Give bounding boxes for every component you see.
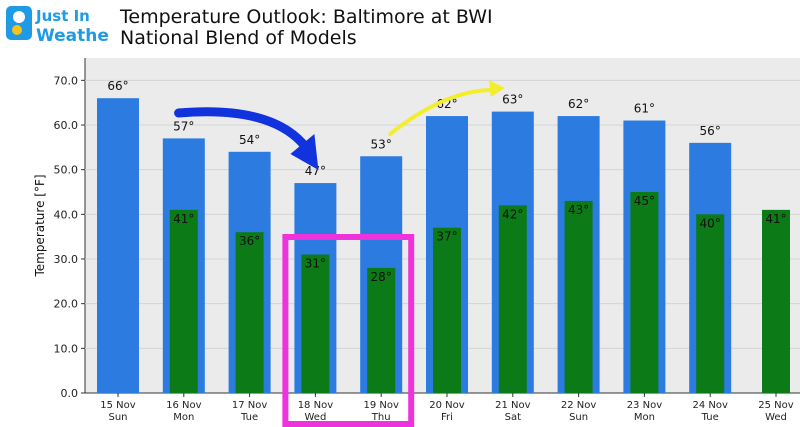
x-tick-day: Fri [441,412,453,423]
chart-title: Temperature Outlook: Baltimore at BWI [120,6,493,28]
logo-line2: Weather [36,26,110,46]
x-tick-day: Sat [505,412,521,423]
low-temp-label: 28° [371,270,392,284]
chart-subtitle: National Blend of Models [120,27,357,49]
x-tick-day: Mon [634,412,655,423]
y-tick-label: 0.0 [61,387,79,400]
x-tick-date: 19 Nov [363,400,399,411]
y-tick-label: 20.0 [54,298,79,311]
low-temp-bar [433,227,461,393]
x-tick-date: 15 Nov [100,400,136,411]
x-tick-date: 18 Nov [298,400,334,411]
yellow-up-arrow-head [488,80,505,97]
just-in-weather-logo: Just In Weather [6,6,110,46]
x-tick-date: 23 Nov [627,400,663,411]
high-temp-label: 66° [107,79,128,93]
low-temp-label: 37° [436,230,457,244]
x-tick-date: 16 Nov [166,400,202,411]
low-temp-bar [301,254,330,393]
x-tick-date: 25 Nov [758,400,794,411]
x-tick-day: Thu [371,412,391,423]
blue-down-arrow [174,107,311,153]
low-temp-label: 41° [765,212,786,226]
x-tick-date: 22 Nov [561,400,597,411]
x-tick-day: Tue [701,412,719,423]
high-temp-label: 63° [502,93,523,107]
blue-down-arrow-head [290,134,319,170]
x-tick-day: Mon [173,412,194,423]
low-temp-label: 36° [239,234,260,248]
low-temp-bar [498,205,527,393]
y-tick-label: 40.0 [54,208,79,221]
low-temp-bar [564,200,593,393]
sun-icon [12,25,22,35]
x-tick-day: Wed [765,412,787,423]
y-tick-label: 30.0 [54,253,79,266]
low-temp-label: 43° [568,203,589,217]
low-temp-bar [630,192,659,393]
highlight-box [282,234,415,427]
low-temp-label: 41° [173,212,194,226]
low-temp-label: 45° [634,194,655,208]
high-temp-label: 62° [568,97,589,111]
high-temp-label: 54° [239,133,260,147]
low-temp-bar [169,209,198,393]
low-temp-label: 40° [700,216,721,230]
x-tick-date: 21 Nov [495,400,531,411]
low-temp-bar [762,209,790,393]
y-tick-label: 10.0 [54,342,79,355]
x-tick-day: Wed [304,412,326,423]
x-tick-date: 24 Nov [692,400,728,411]
snowflake-icon [13,11,25,23]
x-tick-day: Sun [108,412,127,423]
y-tick-label: 50.0 [54,164,79,177]
x-tick-day: Sun [569,412,588,423]
y-axis-label: Temperature [°F] [33,174,47,277]
high-temp-label: 56° [700,124,721,138]
low-temp-label: 42° [502,207,523,221]
low-temp-label: 31° [305,257,326,271]
yellow-up-arrow [388,88,495,136]
x-tick-date: 17 Nov [232,400,268,411]
low-temp-bar [367,267,396,393]
high-temp-label: 53° [371,137,392,151]
y-tick-label: 70.0 [54,74,79,87]
high-temp-label: 61° [634,102,655,116]
low-temp-bar [235,232,264,393]
high-temp-label: 47° [305,164,326,178]
logo-line1: Just In [35,7,90,25]
low-temp-bar [696,214,725,393]
x-tick-day: Tue [240,412,258,423]
high-temp-label: 57° [173,119,194,133]
high-temp-bar [97,98,139,393]
x-tick-date: 20 Nov [429,400,465,411]
y-tick-label: 60.0 [54,119,79,132]
